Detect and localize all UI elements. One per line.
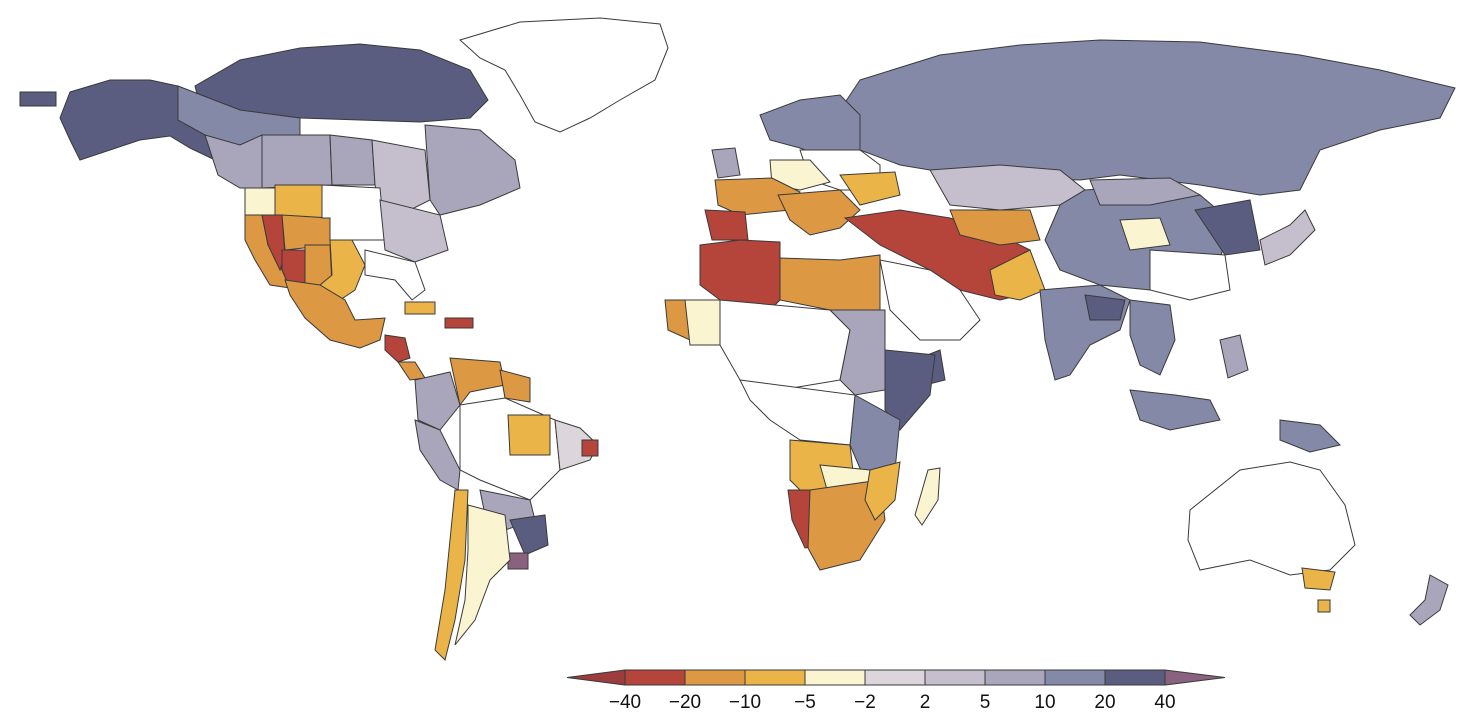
- legend-bin: [864, 669, 926, 686]
- legend-tick-label: 5: [980, 692, 991, 713]
- region-uk: [711, 147, 741, 179]
- region-italy-balkans: [777, 189, 861, 236]
- legend-tick-label: −40: [609, 692, 641, 713]
- region-mali: [684, 299, 723, 346]
- region-us-midwest-east: [379, 199, 449, 263]
- region-nicaragua-costa-rica: [397, 361, 426, 381]
- region-japan: [1259, 209, 1316, 266]
- region-central-africa: [739, 379, 856, 446]
- legend-high-arrow: [1164, 669, 1226, 686]
- region-australia: [1187, 461, 1356, 576]
- legend-bin: [624, 669, 686, 686]
- region-ukraine: [839, 171, 901, 206]
- region-greenland: [459, 17, 669, 133]
- legend-low-arrow: [566, 669, 626, 686]
- region-india-east: [1084, 294, 1126, 321]
- legend-tick-label: 40: [1154, 692, 1175, 713]
- region-us-plains: [321, 184, 386, 241]
- region-australia-victoria: [1301, 567, 1336, 591]
- region-sahel: [719, 299, 851, 391]
- region-us-pacific-nw: [244, 187, 276, 216]
- region-china-north-east: [1119, 217, 1171, 251]
- region-tasmania: [1317, 599, 1331, 613]
- region-manitoba: [329, 134, 376, 186]
- region-mexico: [284, 279, 386, 349]
- legend-bin: [684, 669, 746, 686]
- region-southeast-asia: [1129, 299, 1176, 376]
- region-new-zealand: [1409, 574, 1449, 626]
- legend-bin: [1104, 669, 1166, 686]
- region-us-southeast: [364, 249, 426, 301]
- region-mozambique: [864, 461, 901, 521]
- region-us-northern-rockies: [274, 184, 323, 219]
- legend-colorbar: −40 −20 −10 −5 −2 2 5 10 20 40: [566, 669, 1226, 713]
- region-texas: [319, 239, 366, 301]
- region-alaska: [59, 79, 216, 162]
- legend-tick-label: −20: [669, 692, 701, 713]
- region-colombia: [414, 371, 461, 431]
- legend-bin: [744, 669, 806, 686]
- region-brazil-para: [507, 414, 551, 456]
- region-indonesia: [1129, 389, 1221, 431]
- region-aleutians: [19, 91, 57, 107]
- legend-tick-label: 10: [1034, 692, 1055, 713]
- region-manchuria: [1194, 199, 1261, 256]
- region-kazakhstan: [929, 164, 1086, 211]
- region-brazil-ne-tip: [581, 439, 599, 457]
- region-chile: [434, 489, 469, 661]
- region-south-china: [1149, 249, 1231, 301]
- region-new-guinea: [1279, 419, 1341, 453]
- region-ecuador-peru: [414, 419, 461, 491]
- region-iberia: [704, 209, 749, 241]
- legend-bin: [984, 669, 1046, 686]
- legend-bin: [1044, 669, 1106, 686]
- region-venezuela: [449, 357, 506, 407]
- region-madagascar: [914, 467, 941, 526]
- legend-tick-label: −5: [794, 692, 816, 713]
- legend-bin: [804, 669, 866, 686]
- region-central-asia-south: [949, 209, 1041, 246]
- region-libya-egypt: [779, 254, 881, 313]
- legend-bin: [924, 669, 986, 686]
- region-british-columbia: [204, 134, 263, 189]
- region-mongolia: [1089, 177, 1202, 206]
- legend-tick-label: 2: [920, 692, 931, 713]
- region-uruguay: [507, 552, 529, 570]
- legend-tick-label: −10: [729, 692, 761, 713]
- region-alberta-sask: [261, 134, 333, 189]
- region-hispaniola: [444, 317, 474, 329]
- region-brazil-south: [509, 514, 549, 556]
- region-arabia: [879, 259, 981, 341]
- legend-tick-label: 20: [1094, 692, 1115, 713]
- region-philippines: [1219, 334, 1249, 379]
- region-cuba: [404, 301, 436, 315]
- region-argentina: [454, 504, 511, 646]
- region-guyana-suriname: [499, 369, 531, 403]
- region-pakistan: [989, 249, 1046, 301]
- region-ethiopia-somalia: [884, 349, 936, 431]
- region-guatemala-honduras: [384, 334, 411, 363]
- region-quebec: [424, 124, 521, 216]
- legend-tick-label: −2: [854, 692, 876, 713]
